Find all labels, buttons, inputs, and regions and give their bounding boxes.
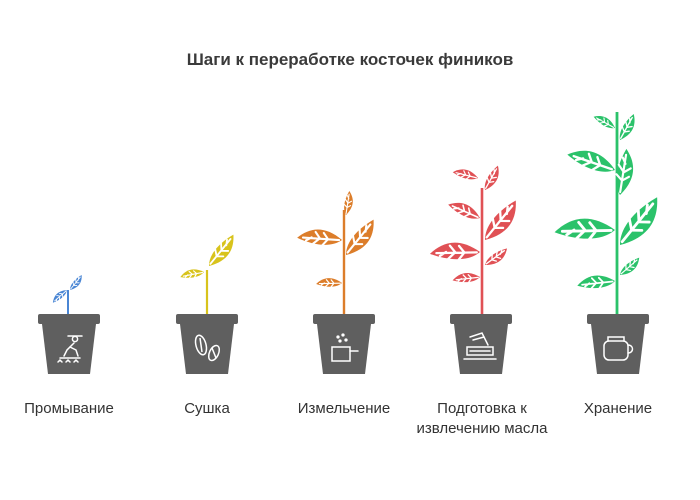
leaf [566,137,618,186]
leaf [481,247,511,267]
step-3-plant [296,190,385,314]
step-5-pot [587,314,649,374]
leaf [315,273,343,293]
leaf [337,190,359,217]
step-2-plant [179,233,243,314]
leaf [65,274,87,292]
step-4-label: Подготовка к извлечению масла [416,400,548,437]
leaf [451,268,481,288]
grinding-pot-icon [331,333,359,362]
leaf [179,266,205,282]
leaf [428,232,482,271]
leaf [49,288,70,304]
step-3-label: Измельчение [297,400,391,417]
step-3-pot [313,314,375,374]
leaf [603,147,645,198]
step-1-plant [49,274,87,314]
leaf [553,206,618,253]
step-1-pot [38,314,100,374]
leaf [477,164,507,192]
diagram-title: Шаги к переработке косточек фиников [186,50,514,69]
step-2-pot [176,314,238,374]
step-4-plant [428,162,528,314]
leaf [452,162,480,187]
leaf [576,269,617,296]
leaf [593,109,617,135]
leaf [200,233,243,269]
date-pits-icon [194,334,221,362]
leaf [447,193,482,228]
storage-jar-icon [603,336,634,361]
step-5-plant [553,109,672,314]
farmer-washing-icon [57,335,83,363]
oil-press-icon [463,332,497,360]
step-2-label: Сушка [184,400,230,417]
step-5-label: Хранение [583,400,653,417]
leaf [616,257,644,277]
step-1-label: Промывание [24,400,114,417]
step-4-pot [450,314,512,374]
leaf [296,219,344,257]
